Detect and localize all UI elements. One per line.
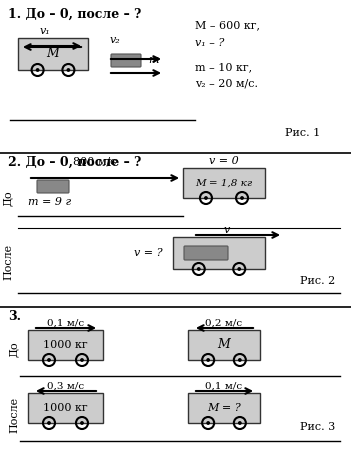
Text: До: До xyxy=(3,190,13,206)
Text: M – 600 кг,: M – 600 кг, xyxy=(195,20,260,30)
Circle shape xyxy=(239,422,241,424)
Text: v₁: v₁ xyxy=(40,26,51,36)
Circle shape xyxy=(239,359,241,361)
Text: v₁ – ?: v₁ – ? xyxy=(195,38,224,48)
FancyBboxPatch shape xyxy=(18,38,88,70)
FancyBboxPatch shape xyxy=(111,54,141,67)
Text: Рис. 1: Рис. 1 xyxy=(285,128,320,138)
Text: v₂ – 20 м/с.: v₂ – 20 м/с. xyxy=(195,78,258,88)
FancyBboxPatch shape xyxy=(28,330,103,360)
Circle shape xyxy=(37,69,39,71)
Text: Рис. 3: Рис. 3 xyxy=(300,422,335,432)
Text: m = 9 г: m = 9 г xyxy=(28,197,71,207)
FancyBboxPatch shape xyxy=(188,393,260,423)
Text: v = 0: v = 0 xyxy=(209,156,239,166)
Circle shape xyxy=(238,268,240,270)
Circle shape xyxy=(81,422,83,424)
FancyBboxPatch shape xyxy=(173,237,265,269)
Text: v: v xyxy=(224,225,230,235)
Text: M: M xyxy=(47,47,59,60)
Text: 0,2 м/с: 0,2 м/с xyxy=(205,319,243,328)
Circle shape xyxy=(205,197,207,199)
Circle shape xyxy=(198,268,200,270)
Text: M = ?: M = ? xyxy=(207,403,241,413)
FancyBboxPatch shape xyxy=(184,246,228,260)
Text: 1000 кг: 1000 кг xyxy=(43,340,88,350)
Text: Рис. 2: Рис. 2 xyxy=(300,276,335,286)
FancyBboxPatch shape xyxy=(188,330,260,360)
Circle shape xyxy=(207,422,209,424)
Text: 2. До – 0, после – ?: 2. До – 0, после – ? xyxy=(8,156,141,169)
FancyBboxPatch shape xyxy=(37,180,69,193)
FancyBboxPatch shape xyxy=(28,393,103,423)
Circle shape xyxy=(67,69,69,71)
Text: m – 10 кг,: m – 10 кг, xyxy=(195,62,252,72)
FancyBboxPatch shape xyxy=(183,168,265,198)
Text: До: До xyxy=(9,341,19,357)
Circle shape xyxy=(48,422,50,424)
Text: v₂: v₂ xyxy=(110,35,121,45)
Text: 0,1 м/с: 0,1 м/с xyxy=(205,382,243,391)
Text: M = 1,8 кг: M = 1,8 кг xyxy=(196,178,253,188)
Text: 1. До – 0, после – ?: 1. До – 0, после – ? xyxy=(8,8,141,21)
Text: 3.: 3. xyxy=(8,310,21,323)
Text: 800 м/с: 800 м/с xyxy=(73,156,117,166)
Text: M: M xyxy=(218,338,230,351)
Text: После: После xyxy=(3,244,13,280)
Circle shape xyxy=(241,197,243,199)
Circle shape xyxy=(81,359,83,361)
Text: 1000 кг: 1000 кг xyxy=(43,403,88,413)
Text: 0,3 м/с: 0,3 м/с xyxy=(47,382,84,391)
Circle shape xyxy=(48,359,50,361)
Circle shape xyxy=(207,359,209,361)
Text: v = ?: v = ? xyxy=(134,248,163,258)
Text: 0,1 м/с: 0,1 м/с xyxy=(47,319,84,328)
Text: m: m xyxy=(148,55,159,65)
Text: После: После xyxy=(9,397,19,433)
